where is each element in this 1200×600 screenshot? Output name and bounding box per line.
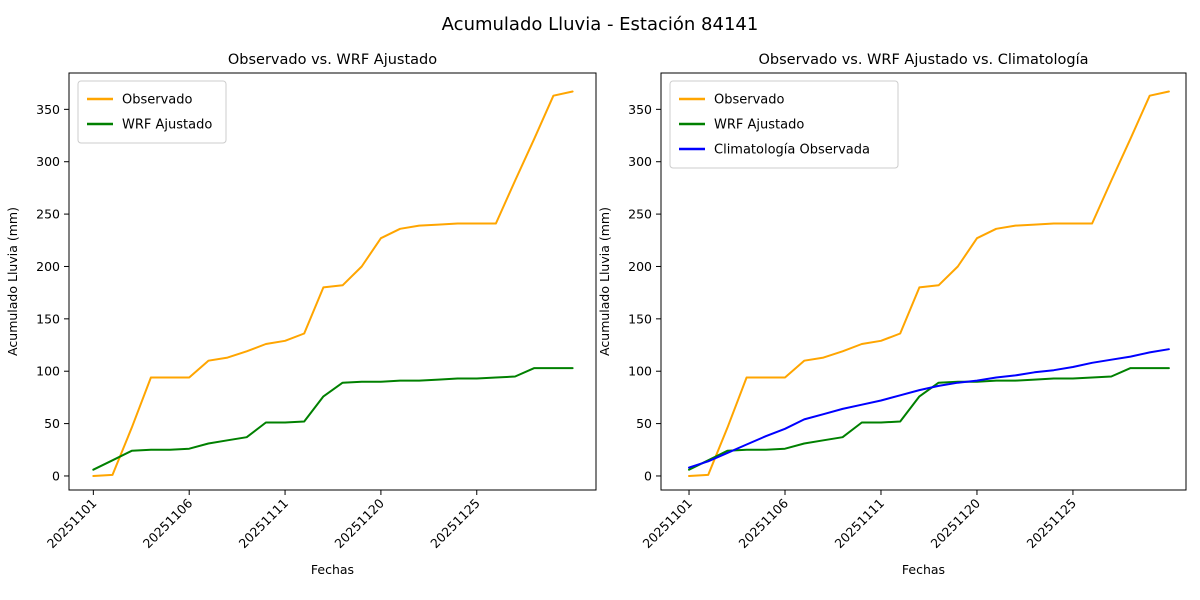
y-axis-label: Acumulado Lluvia (mm) xyxy=(597,207,612,356)
axes-frame xyxy=(68,72,597,491)
x-tick-label: 20251120 xyxy=(331,495,387,551)
y-tick-label: 150 xyxy=(36,311,60,326)
legend-item: WRF Ajustado xyxy=(87,118,212,133)
y-tick-label: 250 xyxy=(36,207,60,222)
x-tick-label: 20251101 xyxy=(640,496,696,552)
series-line-climatolog-a-observada xyxy=(688,348,1170,469)
x-tick-label: 20251120 xyxy=(927,495,983,551)
y-tick-label: 350 xyxy=(628,102,652,117)
legend-item: Observado xyxy=(679,93,785,108)
series-line-wrf-ajustado xyxy=(92,367,574,471)
legend: Observado WRF Ajustado xyxy=(77,80,227,144)
subplot-left: 0 50 100 150 200 250 300 350 20251101 20251106 202… xyxy=(5,52,597,577)
legend-label: WRF Ajustado xyxy=(122,118,212,133)
y-tick-label: 100 xyxy=(36,364,60,379)
legend-box xyxy=(669,80,899,169)
series-line-wrf-ajustado xyxy=(688,367,1170,471)
x-tick-label: 20251101 xyxy=(44,496,100,552)
y-tick-label: 350 xyxy=(36,102,60,117)
y-axis-label: Acumulado Lluvia (mm) xyxy=(5,207,20,356)
x-tick-label: 20251111 xyxy=(832,496,888,552)
legend-item: Climatología Observada xyxy=(679,143,870,158)
y-tick-label: 0 xyxy=(52,468,60,483)
x-tick-label: 20251106 xyxy=(736,495,792,551)
legend-item: WRF Ajustado xyxy=(679,118,804,133)
y-tick-label: 0 xyxy=(644,468,652,483)
y-tick-label: 300 xyxy=(628,154,652,169)
legend-box xyxy=(77,80,227,144)
y-tick-label: 250 xyxy=(628,207,652,222)
legend-label: Observado xyxy=(122,93,193,108)
series-line-observado xyxy=(688,90,1170,477)
y-tick-label: 150 xyxy=(628,311,652,326)
subplot-title: Observado vs. WRF Ajustado xyxy=(228,52,437,68)
y-tick-label: 200 xyxy=(36,259,60,274)
x-tick-label: 20251111 xyxy=(236,496,292,552)
y-tick-label: 50 xyxy=(636,416,652,431)
subplot-right: 0 50 100 150 200 250 300 350 20251101 20251106 202… xyxy=(597,52,1187,577)
axes-frame xyxy=(660,72,1187,491)
legend-label: Observado xyxy=(714,93,785,108)
x-tick-label: 20251106 xyxy=(140,495,196,551)
y-tick-label: 300 xyxy=(36,154,60,169)
series-line-observado xyxy=(92,90,574,477)
y-tick-label: 50 xyxy=(44,416,60,431)
y-tick-label: 100 xyxy=(628,364,652,379)
legend: Observado WRF Ajustado Climatología Observ… xyxy=(669,80,899,169)
legend-label: WRF Ajustado xyxy=(714,118,804,133)
x-tick-label: 20251125 xyxy=(427,496,483,552)
legend-item: Observado xyxy=(87,93,193,108)
figure-title: Acumulado Lluvia - Estación 84141 xyxy=(441,14,759,35)
x-axis-label: Fechas xyxy=(902,562,945,577)
y-tick-label: 200 xyxy=(628,259,652,274)
subplot-title: Observado vs. WRF Ajustado vs. Climatolo… xyxy=(759,52,1089,68)
legend-label: Climatología Observada xyxy=(714,143,870,158)
x-tick-label: 20251125 xyxy=(1023,496,1079,552)
x-axis-label: Fechas xyxy=(311,562,354,577)
